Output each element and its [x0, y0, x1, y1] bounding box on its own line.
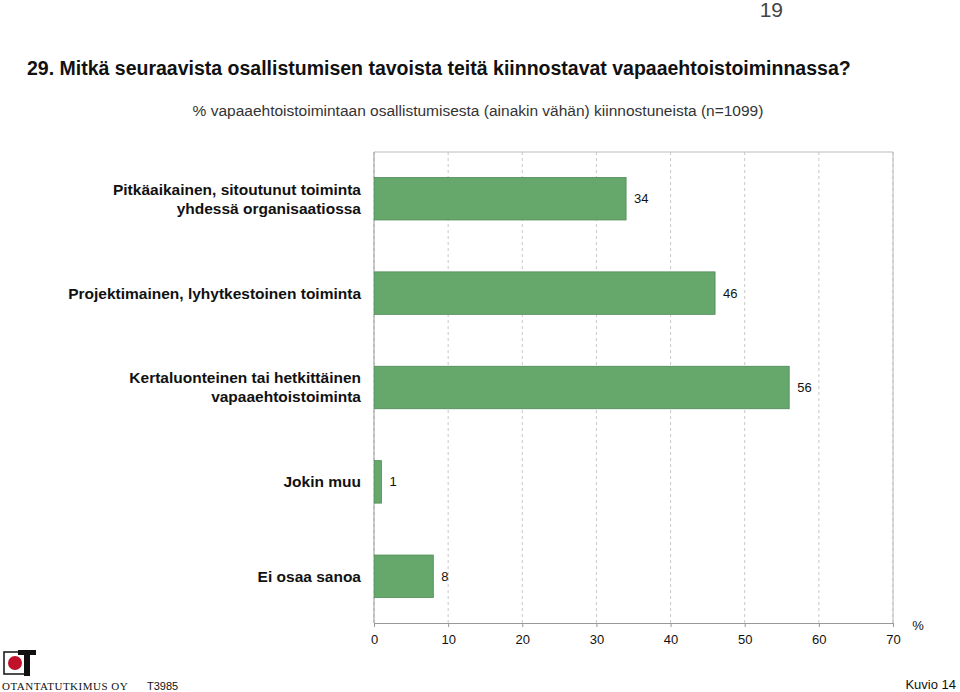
chart: 19 29. Mitkä seuraavista osallistumisen t… — [0, 0, 960, 692]
data-label: 46 — [723, 286, 737, 301]
footer-figure: Kuvio 14 — [905, 677, 956, 692]
tick: 30 — [590, 623, 604, 647]
title: 29. Mitkä seuraavista osallistumisen tav… — [27, 57, 851, 79]
tick: 70 — [886, 623, 900, 647]
tick: 50 — [738, 623, 752, 647]
grid — [374, 152, 893, 623]
footer-company: OTANTATUTKIMUS OY — [2, 680, 128, 692]
category-label-line: Projektimainen, lyhytkestoinen toiminta — [68, 285, 361, 302]
data-label: 56 — [797, 380, 811, 395]
tick: 40 — [664, 623, 678, 647]
tick-mark — [522, 623, 523, 627]
category-label: Kertaluonteinen tai hetkittäinen vapaaeht… — [129, 369, 361, 405]
frame-right — [893, 152, 894, 623]
x-axis: 0 10 20 30 40 50 60 70 — [371, 623, 901, 647]
logo — [4, 650, 36, 676]
bar — [374, 272, 715, 314]
tick-label: 70 — [886, 632, 900, 647]
category-label-line: Kertaluonteinen tai hetkittäinen — [129, 369, 361, 386]
page-number: 19 — [760, 0, 783, 21]
grid-line — [818, 152, 819, 623]
axis-line — [375, 624, 894, 628]
data-label: 8 — [441, 569, 448, 584]
frame-top — [374, 152, 893, 153]
bar — [374, 366, 789, 408]
category-label-line: yhdessä organisaatiossa — [177, 200, 362, 217]
category-label-line: vapaaehtoistoiminta — [211, 388, 361, 405]
category-label: Jokin muu — [283, 473, 361, 490]
tick-mark — [671, 623, 672, 627]
tick-label: 60 — [812, 632, 826, 647]
category-labels: Pitkäaikainen, sitoutunut toiminta yhdess… — [68, 181, 361, 585]
category-label: Ei osaa sanoa — [258, 568, 362, 585]
tick-mark — [448, 623, 449, 627]
tick: 10 — [441, 623, 455, 647]
tick: 60 — [812, 623, 826, 647]
tick-label: 50 — [738, 632, 752, 647]
tick-label: 40 — [664, 632, 678, 647]
tick-mark — [596, 623, 597, 627]
tick-mark — [893, 623, 894, 627]
tick-label: 0 — [371, 632, 378, 647]
data-labels: 34 46 56 1 8 — [389, 191, 811, 584]
category-label-line: Ei osaa sanoa — [258, 568, 362, 585]
x-axis-label: % — [912, 618, 924, 633]
category-label-line: Jokin muu — [283, 473, 361, 490]
bar — [374, 461, 381, 503]
tick: 20 — [516, 623, 530, 647]
tick: 0 — [371, 623, 378, 647]
tick-mark — [374, 623, 375, 627]
category-label: Projektimainen, lyhytkestoinen toiminta — [68, 285, 361, 302]
tick-label: 20 — [516, 632, 530, 647]
logo-t — [18, 650, 36, 676]
footer-code: T3985 — [147, 680, 178, 692]
grid-line — [893, 152, 894, 623]
category-label: Pitkäaikainen, sitoutunut toiminta yhdess… — [113, 181, 361, 217]
bar — [374, 177, 626, 219]
tick-label: 10 — [441, 632, 455, 647]
category-label-line: Pitkäaikainen, sitoutunut toiminta — [113, 181, 361, 198]
bar — [374, 555, 433, 597]
data-label: 34 — [634, 191, 648, 206]
logo-dot — [8, 656, 22, 670]
tick-mark — [819, 623, 820, 627]
tick-label: 30 — [590, 632, 604, 647]
tick-mark — [745, 623, 746, 627]
bars — [374, 177, 789, 597]
data-label: 1 — [389, 474, 396, 489]
subtitle: % vapaaehtoistoimintaan osallistumisesta… — [193, 102, 764, 119]
